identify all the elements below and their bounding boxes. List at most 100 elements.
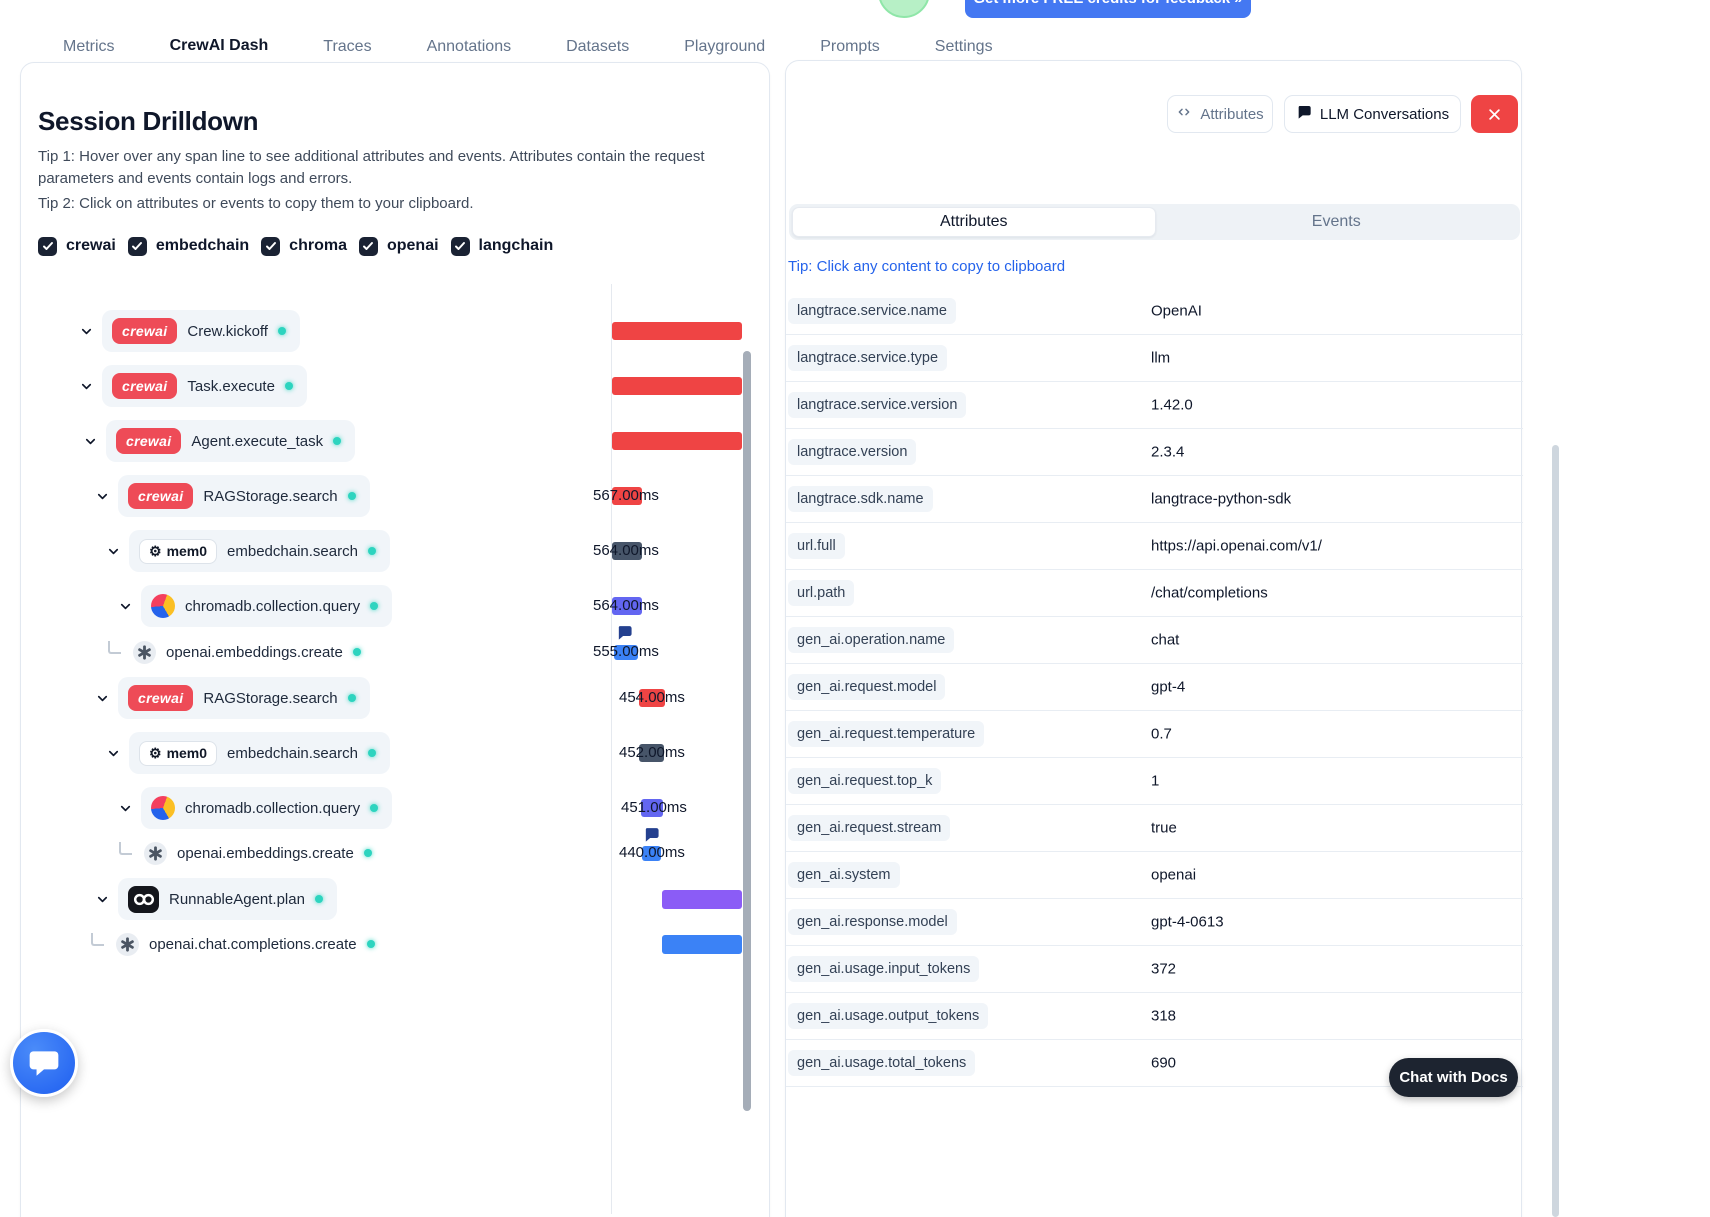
attribute-row[interactable]: langtrace.service.name OpenAI	[786, 288, 1523, 335]
attribute-row[interactable]: langtrace.version 2.3.4	[786, 429, 1523, 476]
tab-events[interactable]: Events	[1311, 213, 1361, 230]
attribute-row[interactable]: gen_ai.request.model gpt-4	[786, 664, 1523, 711]
span-bar[interactable]	[612, 432, 742, 450]
span-node[interactable]: crewai RAGStorage.search	[118, 677, 370, 719]
tab-traces[interactable]: Traces	[323, 38, 372, 55]
span-node[interactable]: crewai Agent.execute_task	[106, 420, 356, 462]
span-node[interactable]: openai.embeddings.create	[140, 838, 376, 868]
close-button[interactable]	[1471, 95, 1518, 133]
attribute-value[interactable]: 2.3.4	[1151, 443, 1185, 461]
span-row-embedchain-search-1[interactable]: ⚙ mem0 embedchain.search	[105, 530, 390, 572]
tab-playground[interactable]: Playground	[684, 38, 766, 55]
tab-attributes[interactable]: Attributes	[792, 207, 1156, 237]
attribute-key[interactable]: langtrace.service.version	[788, 392, 967, 418]
span-row-runnableagent-plan[interactable]: RunnableAgent.plan	[94, 878, 337, 920]
span-row-task-execute[interactable]: crewai Task.execute	[78, 365, 307, 407]
chat-with-docs-button[interactable]: Chat with Docs	[1389, 1058, 1518, 1097]
attributes-view-button[interactable]: Attributes	[1167, 95, 1273, 133]
attribute-value[interactable]: llm	[1151, 349, 1171, 367]
span-row-crew-kickoff[interactable]: crewai Crew.kickoff	[78, 310, 300, 352]
span-row-chromadb-query-1[interactable]: chromadb.collection.query	[117, 585, 393, 627]
avatar[interactable]	[878, 0, 930, 18]
page-scrollbar-thumb[interactable]	[1552, 445, 1559, 1217]
span-bar[interactable]	[639, 744, 664, 762]
attribute-row[interactable]: langtrace.service.version 1.42.0	[786, 382, 1523, 429]
attribute-value[interactable]: 0.7	[1151, 725, 1172, 743]
attribute-row[interactable]: url.path /chat/completions	[786, 570, 1523, 617]
attribute-key[interactable]: gen_ai.request.model	[788, 674, 946, 700]
attribute-key[interactable]: gen_ai.system	[788, 862, 900, 888]
tab-annotations[interactable]: Annotations	[426, 38, 512, 55]
attribute-value[interactable]: true	[1151, 819, 1177, 837]
attribute-key[interactable]: gen_ai.request.temperature	[788, 721, 985, 747]
attribute-value[interactable]: 318	[1151, 1007, 1177, 1025]
attribute-value[interactable]: https://api.openai.com/v1/	[1151, 537, 1322, 555]
copy-tip-link[interactable]: Tip: Click any content to copy to clipbo…	[788, 258, 1066, 275]
span-node[interactable]: openai.embeddings.create	[129, 637, 365, 667]
attribute-value[interactable]: langtrace-python-sdk	[1151, 490, 1292, 508]
attribute-key[interactable]: langtrace.version	[788, 439, 917, 465]
checkbox-chroma[interactable]	[261, 236, 281, 256]
attribute-value[interactable]: OpenAI	[1151, 302, 1202, 320]
attribute-value[interactable]: 372	[1151, 960, 1177, 978]
attribute-value[interactable]: gpt-4	[1151, 678, 1186, 696]
chevron-down-icon[interactable]	[82, 433, 98, 449]
span-bar[interactable]	[612, 597, 642, 615]
span-bar[interactable]	[612, 542, 642, 560]
span-row-openai-embeddings-1[interactable]: openai.embeddings.create	[108, 637, 365, 667]
chevron-down-icon[interactable]	[94, 891, 110, 907]
span-row-chromadb-query-2[interactable]: chromadb.collection.query	[117, 787, 393, 829]
chevron-down-icon[interactable]	[94, 488, 110, 504]
attribute-key[interactable]: gen_ai.request.top_k	[788, 768, 942, 794]
tab-datasets[interactable]: Datasets	[566, 38, 630, 55]
attribute-row[interactable]: gen_ai.operation.name chat	[786, 617, 1523, 664]
attribute-value[interactable]: 1.42.0	[1151, 396, 1193, 414]
span-node[interactable]: crewai Task.execute	[102, 365, 307, 407]
span-row-ragstorage-search-2[interactable]: crewai RAGStorage.search	[94, 677, 370, 719]
tab-metrics[interactable]: Metrics	[63, 38, 115, 55]
attribute-key[interactable]: url.path	[788, 580, 855, 606]
attribute-key[interactable]: gen_ai.request.stream	[788, 815, 951, 841]
attribute-row[interactable]: gen_ai.request.top_k 1	[786, 758, 1523, 805]
attribute-key[interactable]: gen_ai.usage.input_tokens	[788, 956, 980, 982]
tab-settings[interactable]: Settings	[934, 38, 993, 55]
span-row-openai-embeddings-2[interactable]: openai.embeddings.create	[119, 838, 376, 868]
chevron-down-icon[interactable]	[78, 323, 94, 339]
credits-button[interactable]: Get more FREE credits for feedback »	[965, 0, 1251, 18]
span-bar[interactable]	[612, 487, 642, 505]
attribute-row[interactable]: gen_ai.system openai	[786, 852, 1523, 899]
chat-widget-button[interactable]	[10, 1029, 78, 1097]
checkbox-embedchain[interactable]	[127, 236, 147, 256]
attribute-key[interactable]: gen_ai.usage.output_tokens	[788, 1003, 989, 1029]
attribute-row[interactable]: gen_ai.usage.input_tokens 372	[786, 946, 1523, 993]
span-node[interactable]: ⚙ mem0 embedchain.search	[129, 732, 390, 774]
attribute-row[interactable]: langtrace.service.type llm	[786, 335, 1523, 382]
span-bar[interactable]	[662, 935, 742, 954]
span-node[interactable]: chromadb.collection.query	[141, 787, 393, 829]
span-bar[interactable]	[641, 799, 663, 817]
span-row-agent-execute-task[interactable]: crewai Agent.execute_task	[82, 420, 356, 462]
chevron-down-icon[interactable]	[117, 598, 133, 614]
attribute-key[interactable]: gen_ai.usage.total_tokens	[788, 1050, 976, 1076]
attribute-key[interactable]: langtrace.service.name	[788, 298, 956, 324]
span-bar[interactable]	[612, 377, 742, 395]
attribute-key[interactable]: langtrace.service.type	[788, 345, 948, 371]
span-node[interactable]: chromadb.collection.query	[141, 585, 393, 627]
attribute-key[interactable]: gen_ai.response.model	[788, 909, 957, 935]
attribute-value[interactable]: gpt-4-0613	[1151, 913, 1224, 931]
span-node[interactable]: openai.chat.completions.create	[112, 929, 379, 959]
attribute-value[interactable]: 1	[1151, 772, 1160, 790]
span-bar[interactable]	[614, 645, 638, 660]
span-node[interactable]: ⚙ mem0 embedchain.search	[129, 530, 390, 572]
chevron-down-icon[interactable]	[105, 543, 121, 559]
checkbox-crewai[interactable]	[38, 236, 57, 256]
span-row-ragstorage-search-1[interactable]: crewai RAGStorage.search	[94, 475, 370, 517]
tab-prompts[interactable]: Prompts	[820, 38, 880, 55]
attribute-value[interactable]: openai	[1151, 866, 1197, 884]
chevron-down-icon[interactable]	[94, 690, 110, 706]
attribute-row[interactable]: gen_ai.request.temperature 0.7	[786, 711, 1523, 758]
attribute-row[interactable]: gen_ai.request.stream true	[786, 805, 1523, 852]
attribute-row[interactable]: langtrace.sdk.name langtrace-python-sdk	[786, 476, 1523, 523]
span-bar[interactable]	[639, 689, 665, 707]
attribute-key[interactable]: gen_ai.operation.name	[788, 627, 955, 653]
